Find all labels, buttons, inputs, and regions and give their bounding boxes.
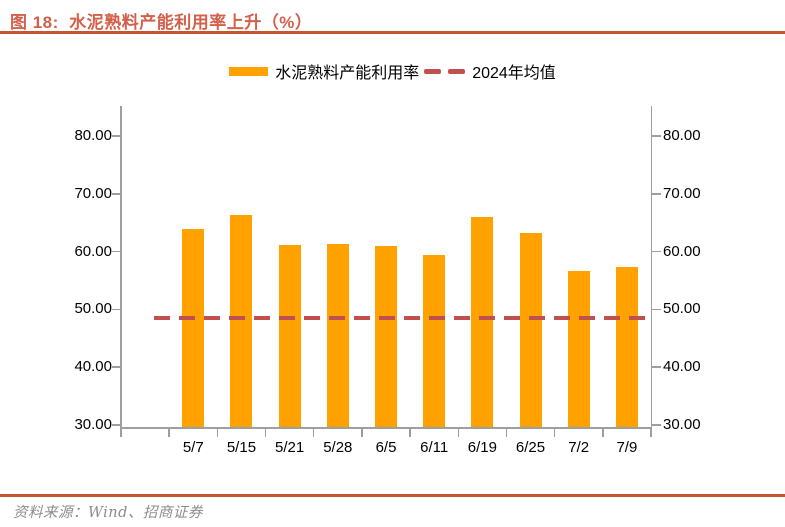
x-tick xyxy=(650,428,652,437)
x-tick xyxy=(361,428,363,437)
x-axis-label: 5/21 xyxy=(275,439,305,456)
y-tick-left xyxy=(112,308,121,311)
bar xyxy=(615,266,638,427)
x-axis-label: 5/15 xyxy=(226,439,257,456)
x-axis-label: 6/11 xyxy=(420,439,449,456)
bar xyxy=(230,214,253,427)
y-axis-label-right: 40.00 xyxy=(663,358,701,376)
x-tick xyxy=(120,428,122,437)
y-tick-left xyxy=(112,135,121,137)
y-axis-label-left: 40.00 xyxy=(74,358,112,376)
x-axis-label: 5/7 xyxy=(182,439,204,456)
y-tick-right xyxy=(651,366,661,368)
legend-line-label: 2024年均值 xyxy=(472,65,556,82)
y-tick-left xyxy=(112,193,121,195)
x-axis-label: 7/9 xyxy=(616,439,638,456)
y-tick-right xyxy=(651,308,661,311)
x-tick xyxy=(409,428,411,437)
bar xyxy=(567,270,590,427)
y-axis-label-left: 80.00 xyxy=(74,127,112,144)
bar xyxy=(375,245,397,427)
y-tick-right xyxy=(651,424,661,426)
x-tick xyxy=(457,428,460,437)
bar xyxy=(182,229,205,427)
legend-bar-swatch xyxy=(229,66,269,76)
bar xyxy=(423,255,446,427)
source-note: 资料来源：Wind、招商证券 xyxy=(13,505,203,521)
x-tick xyxy=(553,428,556,437)
x-tick xyxy=(264,428,267,437)
x-tick xyxy=(312,428,315,437)
y-axis-right xyxy=(650,106,652,429)
y-axis-label-right: 60.00 xyxy=(663,242,701,260)
y-axis-label-left: 50.00 xyxy=(74,300,112,318)
y-tick-left xyxy=(112,424,121,426)
y-tick-left xyxy=(112,366,121,368)
bar xyxy=(278,245,301,427)
footer-divider-line xyxy=(0,494,785,497)
bar xyxy=(326,244,349,427)
y-tick-right xyxy=(651,193,661,195)
chart-legend: 水泥熟料产能利用率 2024年均值 xyxy=(0,61,785,82)
x-axis-label: 5/28 xyxy=(323,439,353,456)
y-axis-label-left: 70.00 xyxy=(74,184,112,202)
bar xyxy=(471,216,494,427)
legend-dash-swatch xyxy=(424,68,466,74)
x-tick xyxy=(168,428,170,437)
y-axis-label-right: 70.00 xyxy=(663,184,701,202)
x-tick xyxy=(505,428,508,437)
y-axis-label-right: 80.00 xyxy=(663,127,701,144)
y-tick-right xyxy=(651,135,661,137)
y-tick-right xyxy=(651,250,661,253)
y-axis-label-left: 60.00 xyxy=(74,242,112,260)
x-axis-label: 6/19 xyxy=(467,439,497,456)
x-tick xyxy=(602,428,604,437)
x-axis xyxy=(120,427,652,429)
y-axis-label-right: 30.00 xyxy=(663,416,701,433)
legend-bar-label: 水泥熟料产能利用率 xyxy=(275,65,420,82)
y-axis-label-left: 30.00 xyxy=(74,416,112,433)
x-axis-label: 6/25 xyxy=(515,439,546,456)
y-axis-label-right: 50.00 xyxy=(663,300,701,318)
x-tick xyxy=(216,428,219,437)
y-axis-left xyxy=(120,106,122,429)
bar xyxy=(519,232,542,427)
figure-title: 图 18: 水泥熟料产能利用率上升（%） xyxy=(10,13,313,32)
y-tick-left xyxy=(112,250,121,253)
average-line xyxy=(154,315,647,321)
x-axis-label: 6/5 xyxy=(375,439,397,456)
title-divider-line xyxy=(0,31,785,34)
x-axis-label: 7/2 xyxy=(568,439,590,456)
